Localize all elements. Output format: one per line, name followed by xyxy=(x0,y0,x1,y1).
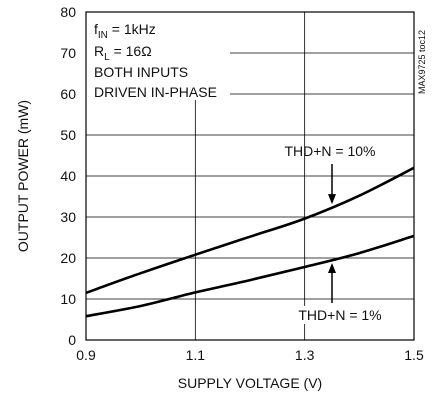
series-label-0: THD+N = 10% xyxy=(284,143,375,159)
y-tick-labels: 0 10 20 30 40 50 60 70 80 xyxy=(60,4,76,348)
series-arrowhead-0 xyxy=(328,194,336,205)
series-label-1: THD+N = 1% xyxy=(298,307,381,323)
x-tick-label-2: 1.3 xyxy=(295,347,315,363)
series-line-0 xyxy=(85,166,415,295)
y-tick-label-5: 50 xyxy=(60,127,76,143)
annotations: THD+N = 10% THD+N = 1% xyxy=(284,143,390,324)
condition-frequency: fIN = 1kHz xyxy=(94,21,156,41)
x-tick-labels: 0.9 1.1 1.3 1.5 xyxy=(76,347,424,363)
y-tick-label-4: 40 xyxy=(60,168,76,184)
x-tick-label-1: 1.1 xyxy=(186,347,206,363)
side-label: MAX9725 toc12 xyxy=(417,30,427,94)
series-label-1-bg xyxy=(290,306,390,324)
y-tick-label-7: 70 xyxy=(60,45,76,61)
condition-phase: DRIVEN IN-PHASE xyxy=(94,84,217,100)
curves xyxy=(85,166,415,318)
y-tick-label-1: 10 xyxy=(60,291,76,307)
y-tick-label-3: 30 xyxy=(60,209,76,225)
conditions-text: fIN = 1kHz RL = 16Ω BOTH INPUTS DRIVEN I… xyxy=(94,21,217,100)
plot-frame xyxy=(85,11,415,341)
series-line-1 xyxy=(85,234,415,318)
y-tick-label-8: 80 xyxy=(60,4,76,20)
y-tick-label-6: 60 xyxy=(60,86,76,102)
y-tick-label-0: 0 xyxy=(68,332,76,348)
conditions-box xyxy=(80,8,230,100)
condition-inputs: BOTH INPUTS xyxy=(94,64,188,80)
x-tick-label-0: 0.9 xyxy=(76,347,96,363)
x-axis-label: SUPPLY VOLTAGE (V) xyxy=(178,375,322,391)
condition-load: RL = 16Ω xyxy=(94,43,152,63)
y-axis-label: OUTPUT POWER (mW) xyxy=(15,100,31,252)
x-tick-label-3: 1.5 xyxy=(404,347,424,363)
y-tick-label-2: 20 xyxy=(60,250,76,266)
series-arrowhead-1 xyxy=(328,263,336,274)
